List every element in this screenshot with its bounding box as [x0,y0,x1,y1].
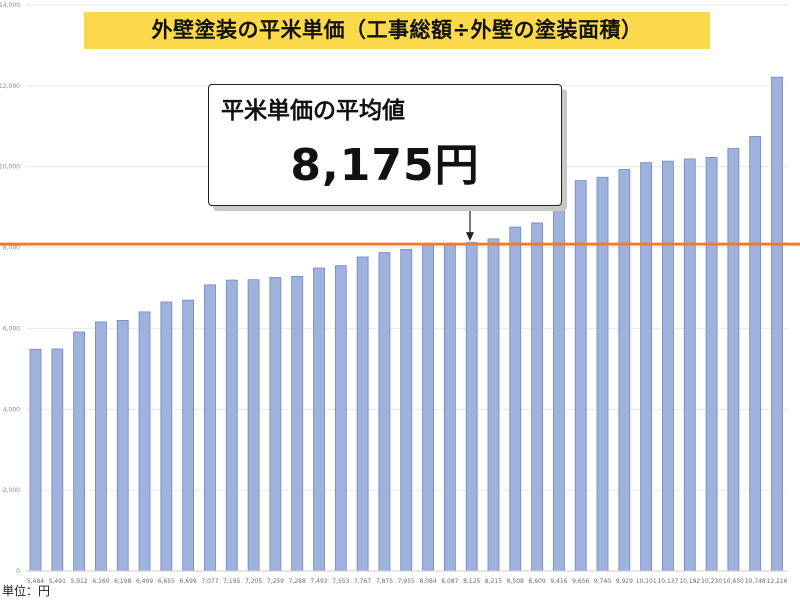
overlay-layer [0,205,800,246]
bar [465,242,478,572]
bar-layer [29,76,783,572]
bar [334,265,347,572]
bar [269,277,282,572]
y-tick-label: 0 [16,568,20,575]
bar [225,279,238,572]
bar [596,176,609,572]
bar [356,256,369,572]
x-tick-label: 7,288 [289,578,306,585]
bar [640,162,653,572]
y-tick-label: 4,000 [3,406,20,413]
bar [727,148,740,572]
y-tick-label: 14,000 [0,2,20,9]
bar [509,226,522,572]
x-tick-label: 9,929 [616,578,633,585]
axis-layer: 0 2,000 4,000 6,000 8,000 10,000 12,000 14,000 5… [0,2,788,585]
x-tick-label: 6,198 [114,578,131,585]
bar [553,189,565,572]
y-tick-label: 2,000 [3,487,20,494]
x-tick-label: 5,912 [71,578,88,585]
x-tick-label: 7,195 [223,578,240,585]
x-tick-label: 5,484 [27,578,44,585]
chart-title: 外壁塗装の平米単価（工事総額÷外壁の塗装面積） [151,18,643,42]
x-tick-label: 7,553 [332,578,349,585]
bar [116,320,129,572]
bar [73,331,86,572]
title-band [84,12,710,49]
x-tick-label: 7,205 [245,578,262,585]
x-tick-label: 10,137 [657,578,678,585]
x-tick-label: 6,699 [180,578,197,585]
x-tick-label: 7,955 [398,578,415,585]
unit-label: 単位：円 [2,584,51,598]
bar [182,299,195,572]
bar [204,284,216,572]
bar [574,180,587,572]
callout-label: 平米単価の平均値 [221,98,405,124]
bar [160,301,173,572]
x-tick-label: 6,409 [136,578,153,585]
y-tick-label: 8,000 [3,245,20,252]
bar [749,136,762,572]
bar [95,321,107,572]
bar [29,348,42,572]
x-tick-label: 7,875 [376,578,393,585]
x-tick-label: 7,259 [267,578,284,585]
y-tick-label: 12,000 [0,83,20,90]
bar [51,348,64,572]
x-tick-label: 7,493 [310,578,327,585]
x-tick-label: 6,655 [158,578,175,585]
bar [487,238,500,572]
x-tick-label: 10,450 [723,578,744,585]
bar [138,311,151,572]
bar [443,243,456,572]
x-tick-label: 5,491 [49,578,66,585]
x-tick-label: 9,416 [550,578,567,585]
bar [291,275,304,572]
x-tick-label: 8,084 [419,578,436,585]
x-tick-label: 8,125 [463,578,480,585]
callout-arrow-head [466,232,474,242]
x-tick-label: 10,230 [701,578,722,585]
bar [705,157,718,572]
y-tick-label: 6,000 [3,325,20,332]
bar [771,76,783,572]
bar [247,279,260,572]
x-tick-label: 8,609 [529,578,546,585]
x-tick-label: 10,748 [745,578,766,585]
x-tick-label: 10,192 [679,578,700,585]
bar [683,158,696,572]
x-tick-label: 8,508 [507,578,524,585]
bar [531,222,544,572]
x-tick-label: 10,101 [636,578,657,585]
y-tick-label: 10,000 [0,164,20,171]
x-tick-label: 12,216 [767,578,788,585]
x-tick-label: 7,767 [354,578,371,585]
average-callout: 平米単価の平均値 8,175円 [208,84,562,206]
bar [400,248,413,572]
x-tick-label: 8,087 [441,578,458,585]
bar [313,267,325,572]
x-tick-label: 7,077 [201,578,218,585]
bar [662,160,674,572]
x-tick-label: 8,215 [485,578,502,585]
callout-value: 8,175円 [290,140,480,191]
bar [422,243,434,572]
x-tick-label: 6,160 [92,578,109,585]
bar [378,252,391,572]
x-tick-label: 9,740 [594,578,611,585]
x-tick-label: 9,656 [572,578,589,585]
bar [618,169,631,572]
